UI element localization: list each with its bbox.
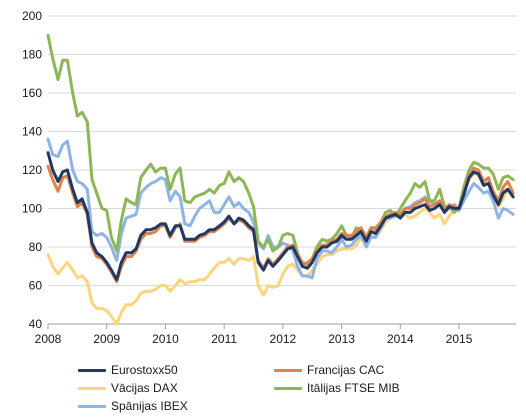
y-tick-label: 40 — [29, 317, 43, 331]
legend-item: Itālijas FTSE MIB — [274, 380, 494, 396]
y-tick-label: 200 — [22, 9, 42, 23]
x-tick-label: 2015 — [446, 332, 473, 346]
y-axis-tick-labels: 40 60 80 100 120 140 160 180 200 — [22, 9, 42, 331]
x-tick-label: 2009 — [93, 332, 120, 346]
x-tick-label: 2010 — [152, 332, 179, 346]
legend-swatch — [274, 368, 302, 372]
gridlines — [48, 15, 516, 286]
legend-label: Spānijas IBEX — [111, 399, 188, 413]
legend-label: Eurostoxx50 — [111, 363, 178, 377]
legend-item: Francijas CAC — [274, 362, 494, 378]
axes — [47, 323, 516, 329]
y-tick-label: 100 — [22, 202, 42, 216]
y-tick-label: 160 — [22, 86, 42, 100]
line-chart: 40 60 80 100 120 140 160 180 200 2008 2009 2010 201… — [22, 9, 516, 346]
legend-swatch — [78, 386, 106, 390]
legend-item: Vācijas DAX — [78, 380, 274, 396]
legend-swatch — [78, 368, 106, 372]
y-tick-label: 180 — [22, 48, 42, 62]
series-line-eurostoxx50 — [46, 151, 515, 282]
x-tick-label: 2008 — [35, 332, 62, 346]
legend-label: Vācijas DAX — [111, 381, 178, 395]
x-axis-tick-labels: 2008 2009 2010 2011 2012 2013 2014 2015 — [35, 332, 473, 346]
legend-swatch — [78, 404, 106, 408]
series-line-v-cijas-dax — [46, 172, 515, 326]
x-tick-label: 2012 — [270, 332, 297, 346]
series-line-it-lijas-ftse-mib — [46, 33, 515, 266]
y-tick-label: 140 — [22, 125, 42, 139]
legend-item: Spānijas IBEX — [78, 398, 274, 414]
y-tick-label: 60 — [29, 279, 43, 293]
x-tick-label: 2011 — [211, 332, 237, 346]
legend: Eurostoxx50 Francijas CAC Vācijas DAX Itāli… — [78, 362, 518, 414]
x-tick-label: 2013 — [328, 332, 355, 346]
legend-swatch — [274, 386, 302, 390]
y-tick-label: 80 — [29, 240, 43, 254]
legend-label: Itālijas FTSE MIB — [307, 381, 400, 395]
legend-item: Eurostoxx50 — [78, 362, 274, 378]
y-tick-label: 120 — [22, 163, 42, 177]
series-lines — [46, 33, 515, 326]
legend-label: Francijas CAC — [307, 363, 385, 377]
x-tick-label: 2014 — [387, 332, 414, 346]
